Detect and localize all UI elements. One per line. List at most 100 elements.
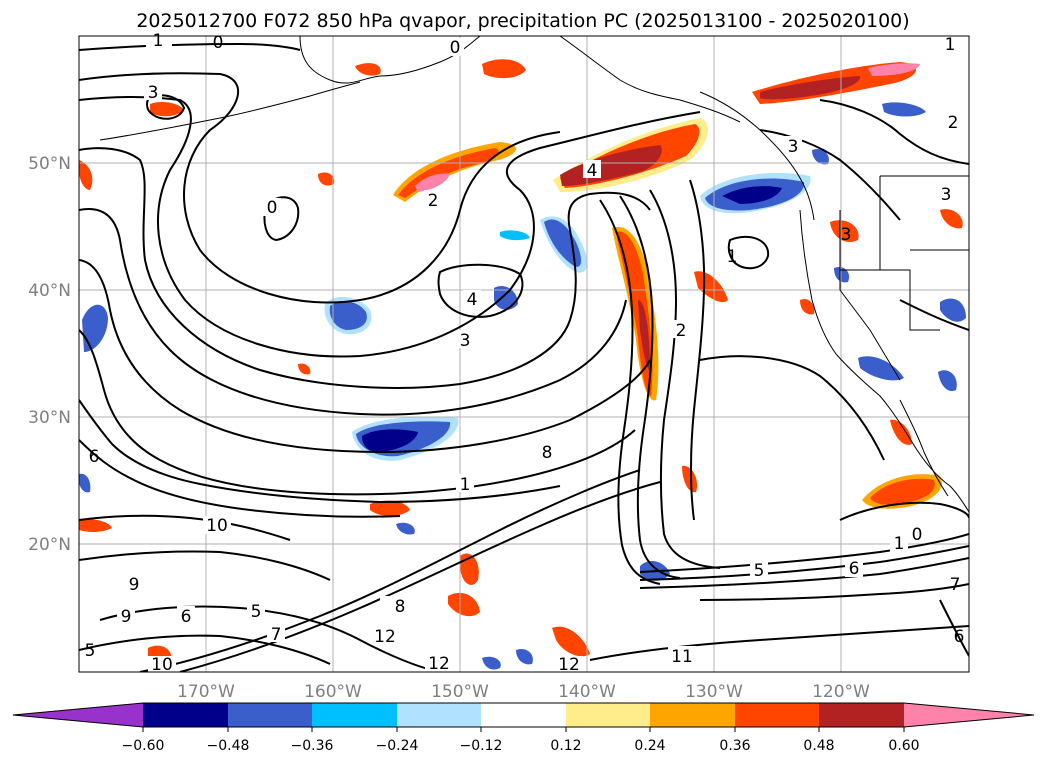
contour-label: 10 bbox=[206, 516, 228, 536]
contour-label: 3 bbox=[148, 83, 159, 103]
precip-positive-region bbox=[150, 102, 184, 117]
precip-positive-region bbox=[552, 626, 590, 657]
contour-label: 0 bbox=[213, 33, 224, 53]
contour-label: 7 bbox=[271, 625, 282, 645]
precip-negative-region bbox=[722, 186, 782, 204]
contour-line bbox=[79, 42, 301, 51]
lon-label: 120°W bbox=[812, 682, 870, 702]
contour-line bbox=[79, 514, 291, 541]
longitude-labels: 170°W 160°W 150°W 140°W 130°W 120°W bbox=[177, 682, 870, 702]
colorbar-bin bbox=[819, 703, 904, 727]
lon-label: 150°W bbox=[431, 682, 489, 702]
precip-negative-region bbox=[79, 473, 91, 493]
precip-negative-region bbox=[544, 219, 582, 267]
contour-label: 6 bbox=[181, 607, 192, 627]
colorbar-tick-label: 0.48 bbox=[803, 738, 834, 754]
map-panel: 1 0 3 0 2 4 4 3 2 1 8 10 6 9 9 bbox=[78, 30, 970, 675]
colorbar-tick-label: −0.48 bbox=[207, 738, 250, 754]
precip-negative-region bbox=[362, 429, 418, 452]
contour-label: 5 bbox=[85, 641, 96, 661]
precip-positive-region bbox=[616, 231, 653, 396]
contour-line bbox=[699, 583, 969, 601]
contour-label: 4 bbox=[467, 290, 478, 310]
aleutian-chain bbox=[99, 81, 361, 141]
contour-label: 0 bbox=[267, 198, 278, 218]
colorbar-bin bbox=[143, 703, 228, 727]
contour-label: 4 bbox=[587, 161, 598, 181]
precip-positive-region bbox=[318, 172, 335, 186]
contour-line bbox=[79, 208, 627, 416]
precip-negative-region bbox=[482, 656, 501, 670]
contour-label: 12 bbox=[428, 654, 450, 674]
contour-label: 0 bbox=[450, 38, 461, 58]
precip-positive-region bbox=[460, 553, 479, 585]
precip-negative-region bbox=[516, 648, 533, 665]
precip-positive-region bbox=[415, 173, 450, 192]
contour-line bbox=[79, 634, 331, 665]
contour-line bbox=[79, 96, 701, 358]
colorbar-tick-label: 0.36 bbox=[719, 738, 750, 754]
contour-line bbox=[727, 235, 770, 270]
precip-negative-region bbox=[940, 298, 966, 322]
colorbar-tick-label: −0.36 bbox=[291, 738, 334, 754]
contour-label: 7 bbox=[950, 575, 961, 595]
contour-line bbox=[899, 299, 969, 331]
state-boundary bbox=[839, 210, 901, 381]
bc-coastline bbox=[699, 91, 815, 221]
contour-label: 5 bbox=[251, 602, 262, 622]
colorbar-bin bbox=[650, 703, 735, 727]
colorbar-bin bbox=[397, 703, 481, 727]
precip-positive-region bbox=[682, 465, 698, 493]
colorbar-bin bbox=[904, 703, 1034, 727]
contour-line bbox=[589, 625, 969, 661]
contour-line bbox=[79, 399, 561, 504]
colorbar-tick-label: −0.60 bbox=[122, 738, 165, 754]
precip-positive-region bbox=[890, 419, 912, 445]
contour-label: 3 bbox=[841, 225, 852, 245]
contour-label: 6 bbox=[849, 559, 860, 579]
colorbar-ticks bbox=[142, 727, 905, 732]
precip-positive-region bbox=[870, 478, 935, 505]
alaska-south-coast bbox=[559, 36, 741, 123]
contour-line bbox=[599, 199, 661, 585]
precip-negative-region bbox=[858, 356, 904, 381]
precip-positive-region bbox=[800, 298, 815, 315]
contour-line bbox=[79, 147, 651, 389]
contour-label: 9 bbox=[129, 575, 140, 595]
contour-label: 1 bbox=[153, 31, 164, 51]
contour-line bbox=[699, 355, 885, 461]
contour-label: 6 bbox=[954, 627, 965, 647]
colorbar-tick-label: −0.24 bbox=[376, 738, 419, 754]
contour-label: 1 bbox=[460, 475, 471, 495]
contour-labels: 1 0 3 0 2 4 4 3 2 1 8 10 6 9 9 bbox=[85, 30, 965, 675]
contour-line bbox=[263, 196, 300, 242]
precip-negative-region bbox=[834, 266, 850, 283]
contour-label: 3 bbox=[788, 137, 799, 157]
contour-line bbox=[99, 605, 441, 672]
precip-negative-region bbox=[500, 230, 530, 241]
lat-label: 20°N bbox=[28, 535, 71, 555]
precip-negative-region bbox=[882, 102, 926, 117]
lon-label: 160°W bbox=[304, 682, 362, 702]
state-boundary bbox=[879, 176, 940, 331]
contour-label: 1 bbox=[894, 534, 905, 554]
contour-label: 5 bbox=[754, 561, 765, 581]
lon-label: 170°W bbox=[177, 682, 235, 702]
contour-label: 2 bbox=[948, 113, 959, 133]
contour-line bbox=[639, 533, 969, 573]
colorbar-bin bbox=[13, 703, 143, 727]
precip-positive-region bbox=[830, 220, 859, 242]
map-title: 2025012700 F072 850 hPa qvapor, precipit… bbox=[136, 10, 909, 32]
precip-positive-region bbox=[638, 300, 650, 371]
lat-label: 40°N bbox=[28, 281, 71, 301]
precip-positive-region bbox=[868, 63, 920, 76]
contour-label: 8 bbox=[395, 597, 406, 617]
coastlines bbox=[99, 36, 969, 513]
contour-label: 8 bbox=[542, 443, 553, 463]
contour-line bbox=[689, 179, 706, 521]
contour-line bbox=[146, 94, 186, 120]
precip-positive-region bbox=[694, 271, 728, 303]
contour-label: 6 bbox=[89, 447, 100, 467]
contour-line bbox=[79, 72, 561, 304]
